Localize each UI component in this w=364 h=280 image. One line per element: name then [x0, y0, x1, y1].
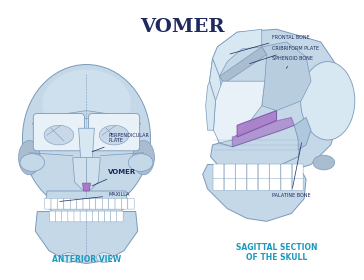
FancyBboxPatch shape: [236, 178, 246, 190]
FancyBboxPatch shape: [117, 211, 123, 222]
FancyBboxPatch shape: [111, 211, 117, 222]
Polygon shape: [79, 128, 94, 158]
Ellipse shape: [133, 141, 154, 175]
Polygon shape: [237, 111, 277, 137]
Ellipse shape: [44, 125, 74, 145]
Text: PERPENDICULAR
PLATE: PERPENDICULAR PLATE: [92, 133, 149, 152]
FancyBboxPatch shape: [281, 178, 292, 190]
Ellipse shape: [313, 155, 335, 170]
Ellipse shape: [20, 154, 45, 171]
Polygon shape: [73, 158, 100, 191]
FancyBboxPatch shape: [122, 198, 128, 209]
FancyBboxPatch shape: [108, 198, 115, 209]
FancyBboxPatch shape: [281, 164, 292, 179]
FancyBboxPatch shape: [88, 113, 140, 151]
Polygon shape: [45, 191, 128, 214]
FancyBboxPatch shape: [115, 198, 122, 209]
Polygon shape: [262, 42, 311, 111]
FancyBboxPatch shape: [247, 164, 258, 179]
Text: MAXILLA: MAXILLA: [60, 192, 130, 201]
FancyBboxPatch shape: [33, 113, 84, 151]
Polygon shape: [210, 125, 301, 165]
FancyBboxPatch shape: [270, 164, 281, 179]
FancyBboxPatch shape: [92, 211, 99, 222]
FancyBboxPatch shape: [224, 164, 235, 179]
FancyBboxPatch shape: [50, 211, 56, 222]
Text: FRONTAL BONE: FRONTAL BONE: [230, 35, 309, 54]
FancyBboxPatch shape: [213, 164, 224, 179]
Text: CRIBRIFORM PLATE: CRIBRIFORM PLATE: [250, 46, 318, 64]
FancyBboxPatch shape: [236, 164, 246, 179]
FancyBboxPatch shape: [96, 198, 102, 209]
Ellipse shape: [128, 154, 153, 171]
Text: ANTERIOR VIEW: ANTERIOR VIEW: [52, 255, 121, 264]
Polygon shape: [210, 29, 344, 172]
Text: SPHENOID BONE: SPHENOID BONE: [272, 56, 313, 68]
FancyBboxPatch shape: [62, 211, 68, 222]
FancyBboxPatch shape: [80, 211, 87, 222]
Ellipse shape: [96, 253, 112, 263]
FancyBboxPatch shape: [58, 198, 64, 209]
Text: SAGITTAL SECTION
OF THE SKULL: SAGITTAL SECTION OF THE SKULL: [236, 243, 317, 262]
Ellipse shape: [19, 141, 40, 175]
FancyBboxPatch shape: [292, 164, 303, 179]
Ellipse shape: [301, 62, 355, 140]
Ellipse shape: [23, 64, 150, 212]
FancyBboxPatch shape: [68, 211, 74, 222]
Polygon shape: [206, 81, 215, 130]
Polygon shape: [219, 47, 267, 81]
Polygon shape: [83, 183, 90, 191]
FancyBboxPatch shape: [51, 198, 58, 209]
FancyBboxPatch shape: [64, 198, 70, 209]
Polygon shape: [35, 212, 138, 263]
Polygon shape: [210, 59, 222, 101]
FancyBboxPatch shape: [77, 198, 83, 209]
FancyBboxPatch shape: [70, 198, 77, 209]
FancyBboxPatch shape: [270, 178, 281, 190]
FancyBboxPatch shape: [45, 198, 51, 209]
FancyBboxPatch shape: [98, 211, 105, 222]
Polygon shape: [213, 29, 262, 76]
Text: VOMER: VOMER: [140, 18, 224, 36]
FancyBboxPatch shape: [74, 211, 80, 222]
FancyBboxPatch shape: [83, 198, 90, 209]
FancyBboxPatch shape: [102, 198, 108, 209]
FancyBboxPatch shape: [86, 211, 92, 222]
FancyBboxPatch shape: [104, 211, 111, 222]
Polygon shape: [214, 81, 265, 143]
FancyBboxPatch shape: [247, 178, 258, 190]
Text: PALATINE BONE: PALATINE BONE: [272, 143, 310, 198]
FancyBboxPatch shape: [258, 178, 269, 190]
FancyBboxPatch shape: [213, 178, 224, 190]
Ellipse shape: [99, 125, 129, 145]
FancyBboxPatch shape: [128, 198, 134, 209]
Polygon shape: [203, 165, 306, 221]
FancyBboxPatch shape: [90, 198, 96, 209]
FancyBboxPatch shape: [224, 178, 235, 190]
Text: VOMER: VOMER: [92, 169, 136, 186]
Polygon shape: [32, 111, 141, 130]
FancyBboxPatch shape: [56, 211, 62, 222]
FancyBboxPatch shape: [258, 164, 269, 179]
Ellipse shape: [61, 253, 77, 263]
Polygon shape: [232, 117, 294, 147]
Polygon shape: [294, 117, 311, 150]
FancyBboxPatch shape: [292, 178, 303, 190]
Ellipse shape: [42, 69, 131, 138]
